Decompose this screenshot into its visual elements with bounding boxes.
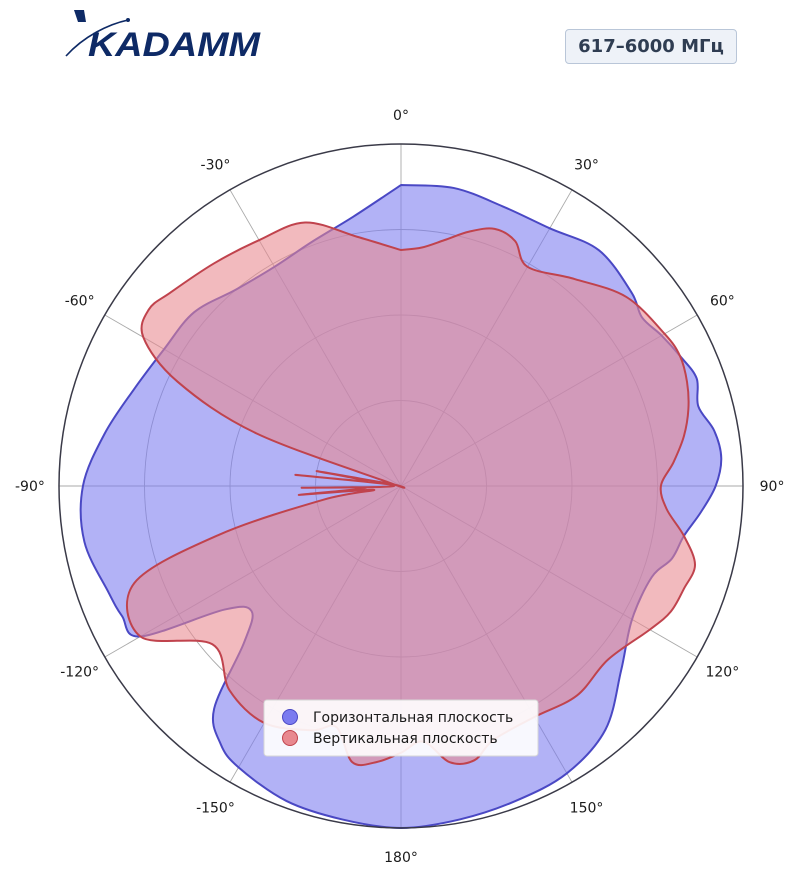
angular-tick-label: 0° xyxy=(393,108,409,124)
angular-tick-label: 90° xyxy=(760,479,785,495)
angular-ticks: 0° 30° 60° 90° 120° 150° 180° -150° -120° -90° -60… xyxy=(15,108,784,866)
angular-tick-label: 150° xyxy=(570,800,604,816)
series-vertical-area xyxy=(126,221,697,767)
frequency-badge: 617–6000 МГц xyxy=(565,29,737,64)
angular-tick-label: -60° xyxy=(65,293,95,309)
legend-marker-vertical xyxy=(282,730,298,746)
legend-box xyxy=(263,699,539,757)
logo-accent-icon xyxy=(74,10,86,22)
legend-label-vertical: Вертикальная плоскость xyxy=(313,731,498,747)
angular-tick-label: -30° xyxy=(201,158,231,174)
legend: Горизонтальная плоскость Вертикальная пл… xyxy=(263,699,539,757)
angular-tick-label: 120° xyxy=(705,665,739,681)
legend-marker-horizontal xyxy=(282,709,298,725)
logo-swoosh-icon xyxy=(65,19,129,57)
angular-tick-label: -90° xyxy=(15,479,45,495)
logo-swoosh-dot-icon xyxy=(126,18,130,22)
series-layer xyxy=(79,184,723,829)
angular-tick-label: -120° xyxy=(60,665,99,681)
angular-tick-label: 30° xyxy=(574,158,599,174)
angular-tick-label: 180° xyxy=(384,850,418,866)
legend-label-horizontal: Горизонтальная плоскость xyxy=(313,710,513,726)
outer-circle xyxy=(58,143,744,829)
logo-text: KADAMM xyxy=(88,26,261,62)
kadamm-logo: KADAMM xyxy=(65,10,261,62)
angular-tick-label: -150° xyxy=(196,800,235,816)
angular-tick-label: 60° xyxy=(710,293,735,309)
